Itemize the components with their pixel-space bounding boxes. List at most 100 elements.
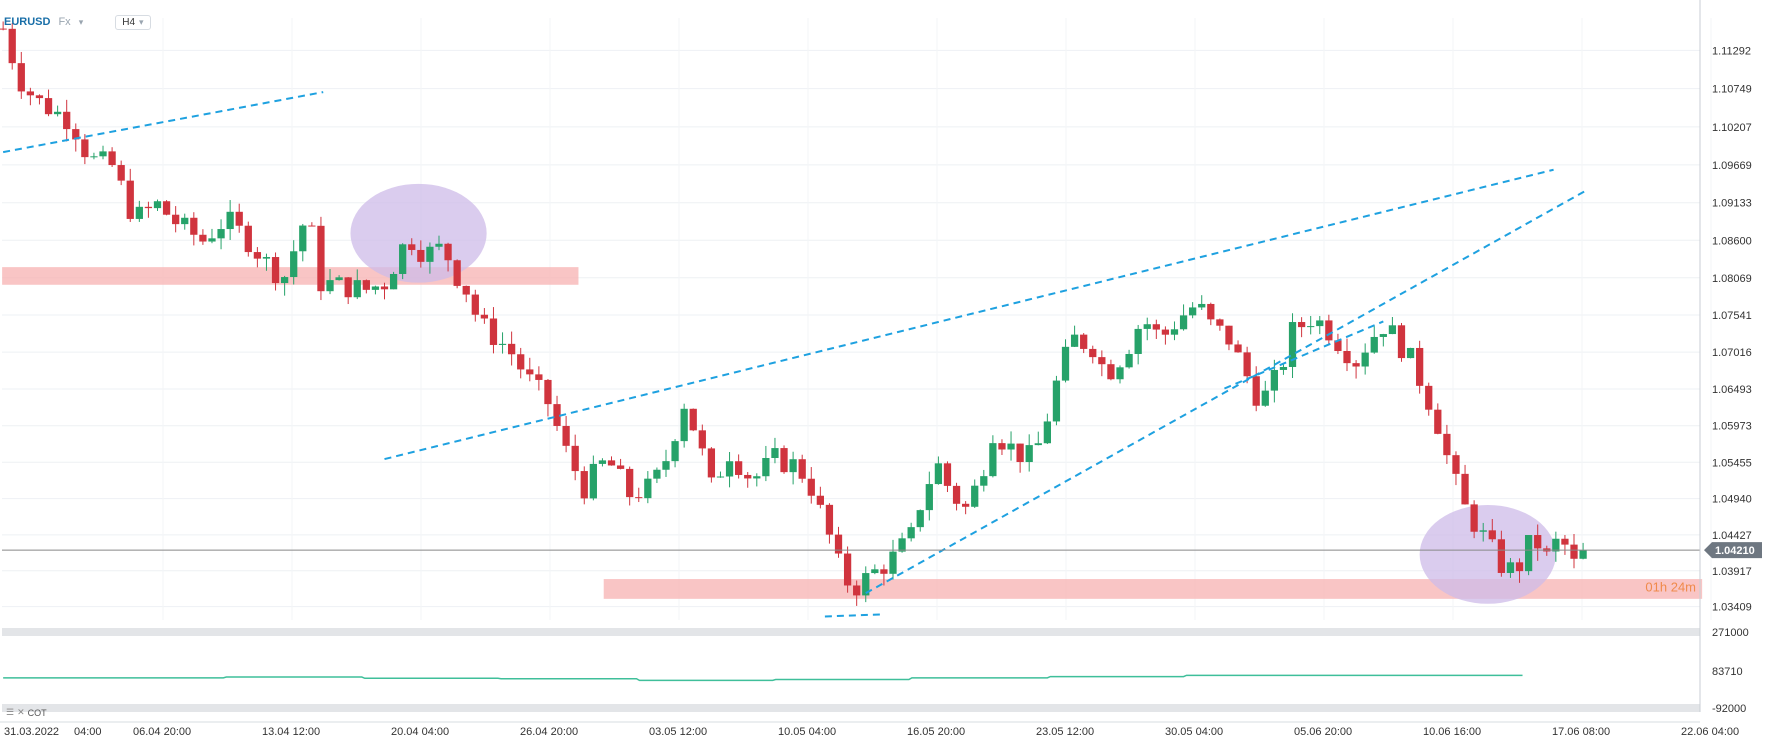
candle-body bbox=[789, 459, 797, 473]
candle-body bbox=[1343, 350, 1351, 364]
candle-body bbox=[626, 468, 634, 498]
candle-body bbox=[562, 425, 570, 446]
candle-body bbox=[208, 238, 216, 242]
candle-body bbox=[1470, 504, 1478, 532]
candle-body bbox=[1524, 535, 1533, 572]
candle-body bbox=[1261, 390, 1269, 406]
x-tick-label: 13.04 12:00 bbox=[262, 726, 320, 738]
candle-body bbox=[471, 294, 479, 315]
candle-body bbox=[72, 129, 80, 140]
candle-body bbox=[1234, 344, 1242, 353]
candle-body bbox=[426, 246, 434, 262]
trendline bbox=[2, 91, 324, 154]
candle-body bbox=[771, 448, 779, 459]
axes: 1.11292 1.10749 1.10207 1.09669 1.09133 1.086… bbox=[0, 0, 1752, 738]
candle-body bbox=[63, 111, 71, 130]
candle-body bbox=[1452, 455, 1460, 474]
candle-body bbox=[1207, 303, 1215, 320]
candle-body bbox=[880, 569, 888, 574]
x-tick-label: 10.06 16:00 bbox=[1423, 726, 1481, 738]
candle-body bbox=[825, 504, 834, 535]
candle-body bbox=[1316, 320, 1324, 327]
candle-body bbox=[526, 369, 534, 375]
candle-body bbox=[1034, 443, 1042, 446]
candle-body bbox=[335, 277, 343, 281]
x-tick-label: 10.05 04:00 bbox=[778, 726, 836, 738]
settings-icon[interactable]: ☰ bbox=[6, 707, 15, 717]
symbol-label[interactable]: EURUSD bbox=[4, 16, 51, 28]
candle-body bbox=[1488, 530, 1496, 540]
candle-body bbox=[1307, 326, 1315, 328]
candle-body bbox=[81, 139, 89, 158]
candle-body bbox=[1397, 325, 1406, 359]
candle-body bbox=[199, 234, 207, 242]
candle-body bbox=[1061, 346, 1070, 381]
candle-body bbox=[153, 201, 162, 209]
candle-body bbox=[635, 497, 643, 499]
candle-body bbox=[217, 229, 225, 239]
last-price-marker bbox=[1704, 542, 1762, 559]
candle-body bbox=[816, 495, 824, 505]
y-tick-label: 1.08069 bbox=[1712, 273, 1752, 285]
candle-body bbox=[299, 225, 307, 252]
x-tick-label: 05.06 20:00 bbox=[1294, 726, 1352, 738]
candle-body bbox=[462, 285, 470, 295]
candle-body bbox=[362, 280, 370, 290]
candle-body bbox=[716, 476, 725, 478]
candle-body bbox=[644, 478, 652, 499]
y-tick-label: 1.10207 bbox=[1712, 122, 1752, 134]
candle-body bbox=[172, 214, 180, 225]
highlight-ellipse bbox=[1419, 504, 1556, 604]
x-tick-label: 17.06 08:00 bbox=[1552, 726, 1610, 738]
candle-body bbox=[35, 95, 44, 99]
timeframe-selector[interactable]: H4 ▾ bbox=[115, 14, 151, 30]
candle-body bbox=[108, 151, 116, 166]
candle-body bbox=[507, 343, 516, 355]
candle-body bbox=[962, 503, 970, 507]
candle-body bbox=[1570, 544, 1578, 559]
candle-body bbox=[971, 485, 979, 507]
candle-body bbox=[280, 277, 289, 284]
candle-body bbox=[90, 156, 98, 158]
candle-body bbox=[253, 252, 262, 259]
candle-body bbox=[1198, 303, 1206, 308]
candle-body bbox=[1116, 367, 1124, 380]
candle-body bbox=[598, 460, 607, 464]
candle-body bbox=[1152, 324, 1160, 330]
candle-body bbox=[989, 443, 997, 477]
candle-body bbox=[735, 461, 743, 475]
candle-body bbox=[1134, 328, 1142, 354]
candle-body bbox=[1225, 325, 1233, 345]
indicator-line bbox=[3, 674, 1523, 682]
chevron-down-icon: ▾ bbox=[139, 16, 144, 27]
candle-body bbox=[181, 217, 189, 225]
timeframe-label: H4 bbox=[122, 16, 136, 28]
indicator-band-top bbox=[2, 628, 1700, 636]
candle-body bbox=[662, 461, 670, 470]
chevron-down-icon[interactable]: ▾ bbox=[78, 16, 84, 27]
candle-body bbox=[1107, 364, 1115, 380]
y-tick-label: 1.05455 bbox=[1712, 457, 1752, 469]
candle-body bbox=[1497, 539, 1506, 573]
candle-body bbox=[1334, 340, 1342, 351]
x-tick-label: 30.05 04:00 bbox=[1165, 726, 1223, 738]
candle-body bbox=[1443, 433, 1451, 456]
last-price-label: 1.04210 bbox=[1715, 545, 1755, 557]
indicator-legend: ☰ ✕ COT bbox=[6, 707, 47, 718]
candle-body bbox=[616, 465, 625, 469]
candle-body bbox=[1506, 562, 1515, 573]
candle-body bbox=[871, 569, 879, 574]
candle-body bbox=[1252, 376, 1260, 406]
close-icon[interactable]: ✕ bbox=[17, 707, 25, 717]
candle-body bbox=[26, 91, 35, 96]
candle-body bbox=[1352, 363, 1360, 367]
candle-body bbox=[916, 510, 924, 528]
candle-body bbox=[126, 180, 134, 219]
candle-body bbox=[1461, 473, 1469, 505]
candle-body bbox=[444, 243, 452, 261]
candle-body bbox=[135, 206, 143, 219]
candle-body bbox=[1561, 538, 1569, 545]
candle-body bbox=[1216, 319, 1224, 326]
